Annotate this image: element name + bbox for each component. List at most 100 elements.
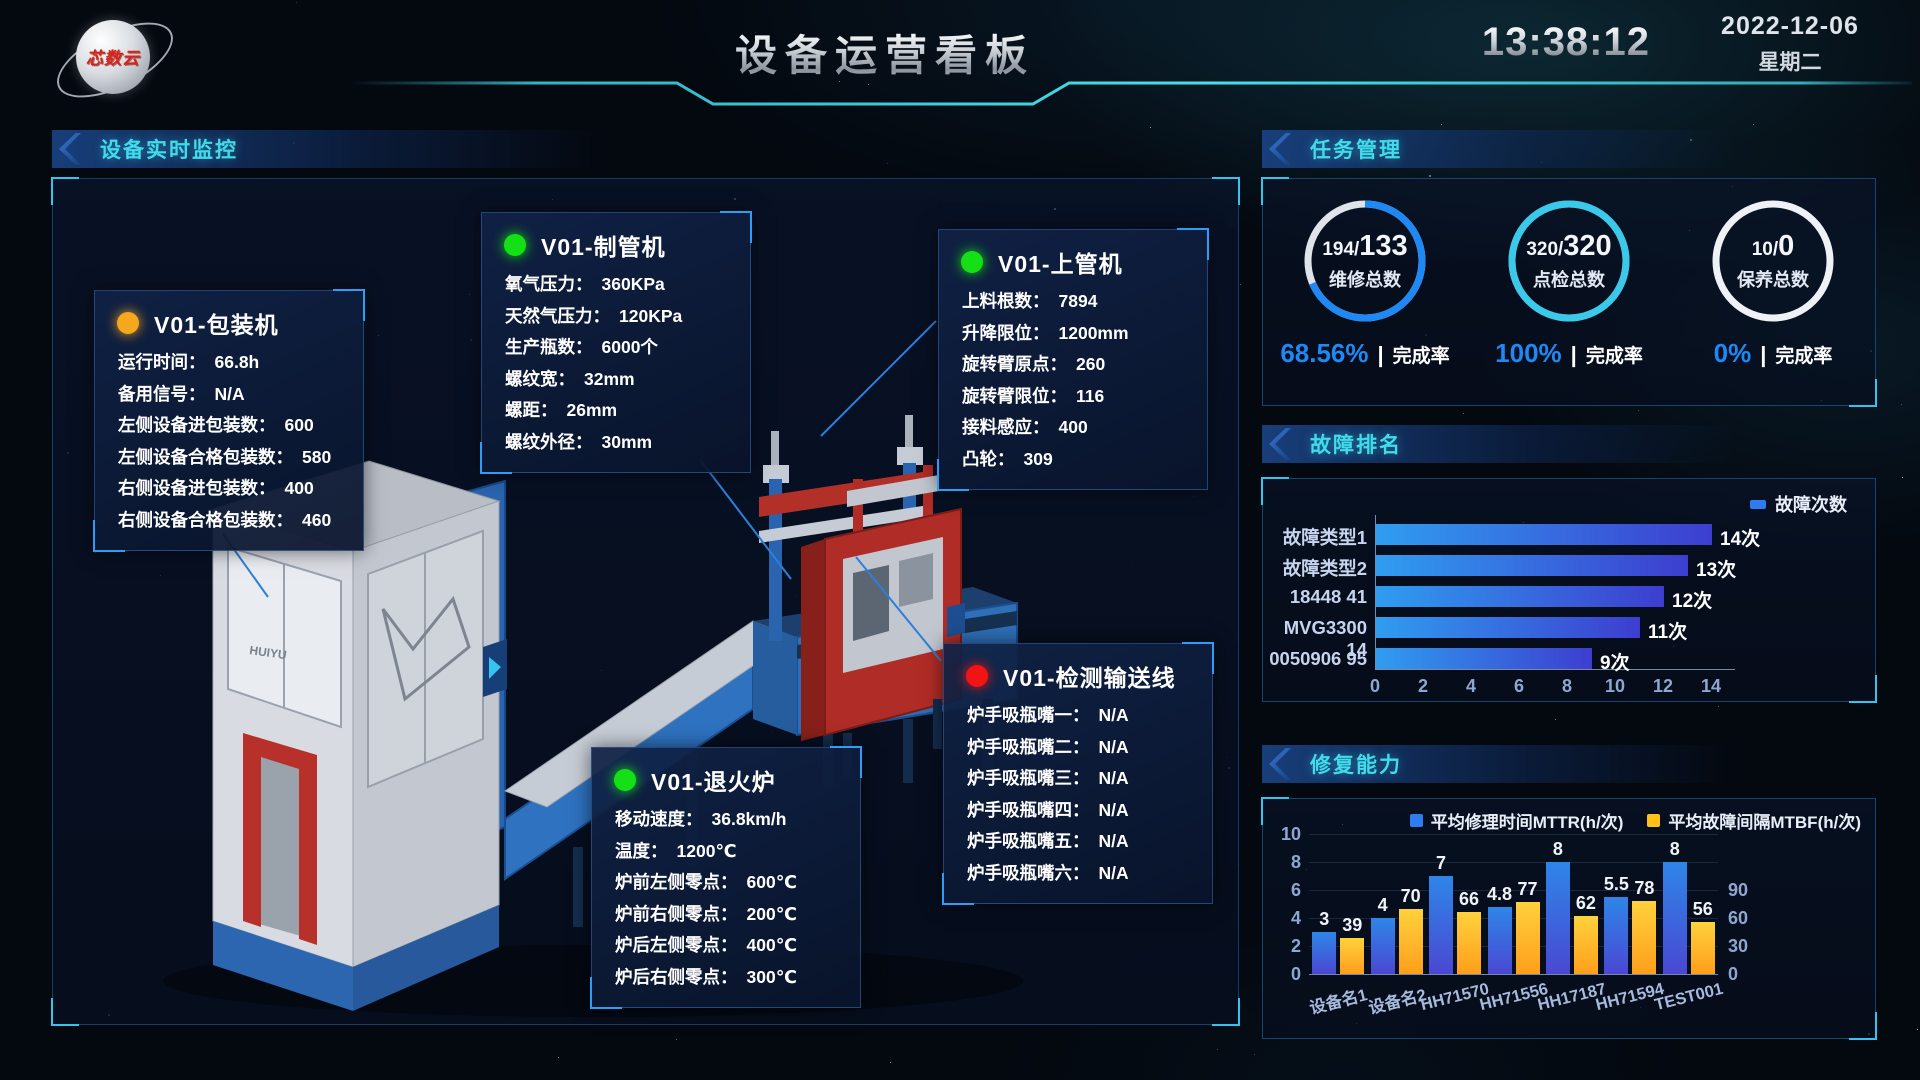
star-dot	[1753, 124, 1754, 125]
metric-label: 炉前左侧零点：	[615, 872, 738, 892]
metric-label: 旋转臂原点：	[962, 354, 1067, 374]
section-header-faults: 故障排名	[1262, 425, 1870, 463]
device-metric-row: 炉前右侧零点： 200℃	[592, 899, 860, 931]
clock: 13:38:12	[1440, 20, 1650, 65]
gauge-center: 320/320 点检总数	[1503, 195, 1635, 327]
x-axis-line	[1309, 974, 1718, 975]
legend-item-mttr[interactable]: 平均修理时间MTTR(h/次)	[1410, 808, 1624, 833]
metric-label: 螺纹宽：	[505, 369, 575, 389]
section-header-monitor: 设备实时监控	[52, 130, 760, 168]
gauge-ring: 194/133 维修总数	[1299, 195, 1431, 327]
device-panel-5: V01-退火炉 移动速度： 36.8km/h 温度： 1200℃ 炉前左侧零点： 600℃ 炉…	[591, 747, 861, 1008]
corner-bracket-icon	[93, 520, 125, 552]
bar-value-label: 70	[1387, 886, 1435, 907]
bar-category-label: 0050906 95	[1265, 648, 1367, 670]
completion-label: 完成率	[1393, 346, 1450, 367]
star-dot	[1901, 404, 1902, 405]
star-dot	[1441, 124, 1442, 125]
metric-label: 螺纹外径：	[505, 432, 593, 452]
metric-label: 凸轮：	[962, 449, 1015, 469]
metric-label: 左侧设备合格包装数：	[118, 447, 293, 467]
device-panel-title: V01-上管机	[939, 230, 1207, 286]
corner-bracket-icon	[51, 998, 79, 1026]
legend-item-mtbf[interactable]: 平均故障间隔MTBF(h/次)	[1647, 808, 1861, 833]
device-panel-4: V01-检测输送线 炉手吸瓶嘴一： N/A 炉手吸瓶嘴二： N/A 炉手吸瓶嘴三： N/A 炉…	[943, 643, 1213, 904]
divider: |	[1571, 342, 1577, 367]
metric-value: N/A	[1099, 863, 1129, 883]
corner-bracket-icon	[51, 177, 79, 205]
fault-ranking-panel: 故障次数 故障类型1 14次 故障类型2 13次 18448 41 12次 MVG3300 1…	[1262, 478, 1876, 702]
completion-percent: 0%	[1714, 338, 1752, 368]
metric-value: 400	[285, 478, 314, 498]
star-dot	[890, 1062, 891, 1063]
bar-value-label: 56	[1679, 899, 1727, 920]
bar-value-label: 12次	[1672, 586, 1712, 613]
bar-value-label: 7	[1417, 853, 1465, 874]
metric-value: 6000个	[602, 337, 658, 357]
bar-category-label: 18448 41	[1265, 586, 1367, 608]
metric-label: 左侧设备进包装数：	[118, 415, 276, 435]
logo: 芯数云	[60, 14, 180, 98]
metric-value: N/A	[1099, 705, 1129, 725]
metric-label: 炉后右侧零点：	[615, 967, 738, 987]
device-metric-row: 右侧设备合格包装数： 460	[95, 505, 363, 537]
corner-bracket-icon	[333, 289, 365, 321]
x-axis-tick-label: 2	[1403, 676, 1443, 697]
metric-label: 炉手吸瓶嘴六：	[967, 863, 1090, 883]
bar-value-label: 62	[1562, 893, 1610, 914]
metric-value: 460	[302, 510, 331, 530]
gauge-completion-rate: 68.56% | 完成率	[1263, 338, 1467, 369]
metric-label: 上料根数：	[962, 291, 1050, 311]
section-title: 故障排名	[1310, 429, 1402, 459]
device-metric-row: 备用信号： N/A	[95, 379, 363, 411]
divider: |	[1760, 342, 1766, 367]
device-metric-row: 螺纹外径： 30mm	[482, 427, 750, 459]
mtbf-bar	[1516, 902, 1540, 974]
device-panel-title: V01-检测输送线	[944, 644, 1212, 700]
star-dot	[1240, 284, 1241, 285]
gauge-completion-rate: 0% | 完成率	[1671, 338, 1875, 369]
metric-label: 升降限位：	[962, 323, 1050, 343]
gauge-1: 194/133 维修总数 68.56% | 完成率	[1263, 195, 1467, 369]
device-metric-row: 上料根数： 7894	[939, 286, 1207, 318]
star-dot	[1917, 1029, 1918, 1030]
logo-text: 芯数云	[76, 44, 150, 69]
corner-bracket-icon	[1177, 228, 1209, 260]
corner-bracket-icon	[1261, 177, 1289, 205]
fault-bar	[1376, 524, 1712, 545]
gauge-2: 320/320 点检总数 100% | 完成率	[1467, 195, 1671, 369]
fault-bar	[1376, 617, 1640, 638]
realtime-monitor-panel: HUIYU V01-包装机 运行时间： 66.8h 备用信号： N/A 左侧设备进包装数：…	[52, 178, 1239, 1025]
corner-bracket-icon	[1212, 177, 1240, 205]
device-metric-row: 旋转臂原点： 260	[939, 349, 1207, 381]
fault-bar-chart: 故障次数 故障类型1 14次 故障类型2 13次 18448 41 12次 MVG3300 1…	[1263, 479, 1875, 701]
metric-value: 116	[1076, 386, 1104, 406]
metric-label: 螺距：	[505, 400, 558, 420]
legend-swatch-icon	[1647, 814, 1660, 827]
metric-value: 66.8h	[215, 352, 260, 372]
metric-label: 接料感应：	[962, 417, 1050, 437]
gauge-fraction: 194/133	[1322, 230, 1407, 263]
legend-fault-count[interactable]: 故障次数	[1750, 491, 1847, 517]
metric-value: 1200℃	[677, 841, 737, 861]
device-metric-row: 接料感应： 400	[939, 412, 1207, 444]
metric-label: 移动速度：	[615, 809, 703, 829]
device-metric-row: 炉前左侧零点： 600℃	[592, 867, 860, 899]
bar-category-label: 故障类型1	[1265, 524, 1367, 550]
device-panel-1: V01-包装机 运行时间： 66.8h 备用信号： N/A 左侧设备进包装数： 600 左侧设…	[94, 290, 364, 551]
repair-capability-panel: 平均修理时间MTTR(h/次) 平均故障间隔MTBF(h/次) 0 2 4 6 8 10 0 30…	[1262, 798, 1876, 1039]
metric-label: 炉手吸瓶嘴二：	[967, 737, 1090, 757]
mttr-bar	[1604, 897, 1628, 974]
star-dot	[1555, 719, 1556, 720]
star-dot	[676, 1039, 677, 1040]
bar-value-label: 9次	[1600, 648, 1630, 675]
metric-value: N/A	[1099, 768, 1129, 788]
right-axis-tick-label: 30	[1728, 936, 1768, 957]
metric-label: 旋转臂限位：	[962, 386, 1067, 406]
mttr-bar	[1488, 907, 1512, 974]
legend-swatch-icon	[1750, 500, 1766, 509]
metric-value: N/A	[1099, 737, 1129, 757]
metric-value: 30mm	[602, 432, 653, 452]
gauge-label: 维修总数	[1329, 266, 1401, 292]
metric-label: 天然气压力：	[505, 306, 610, 326]
